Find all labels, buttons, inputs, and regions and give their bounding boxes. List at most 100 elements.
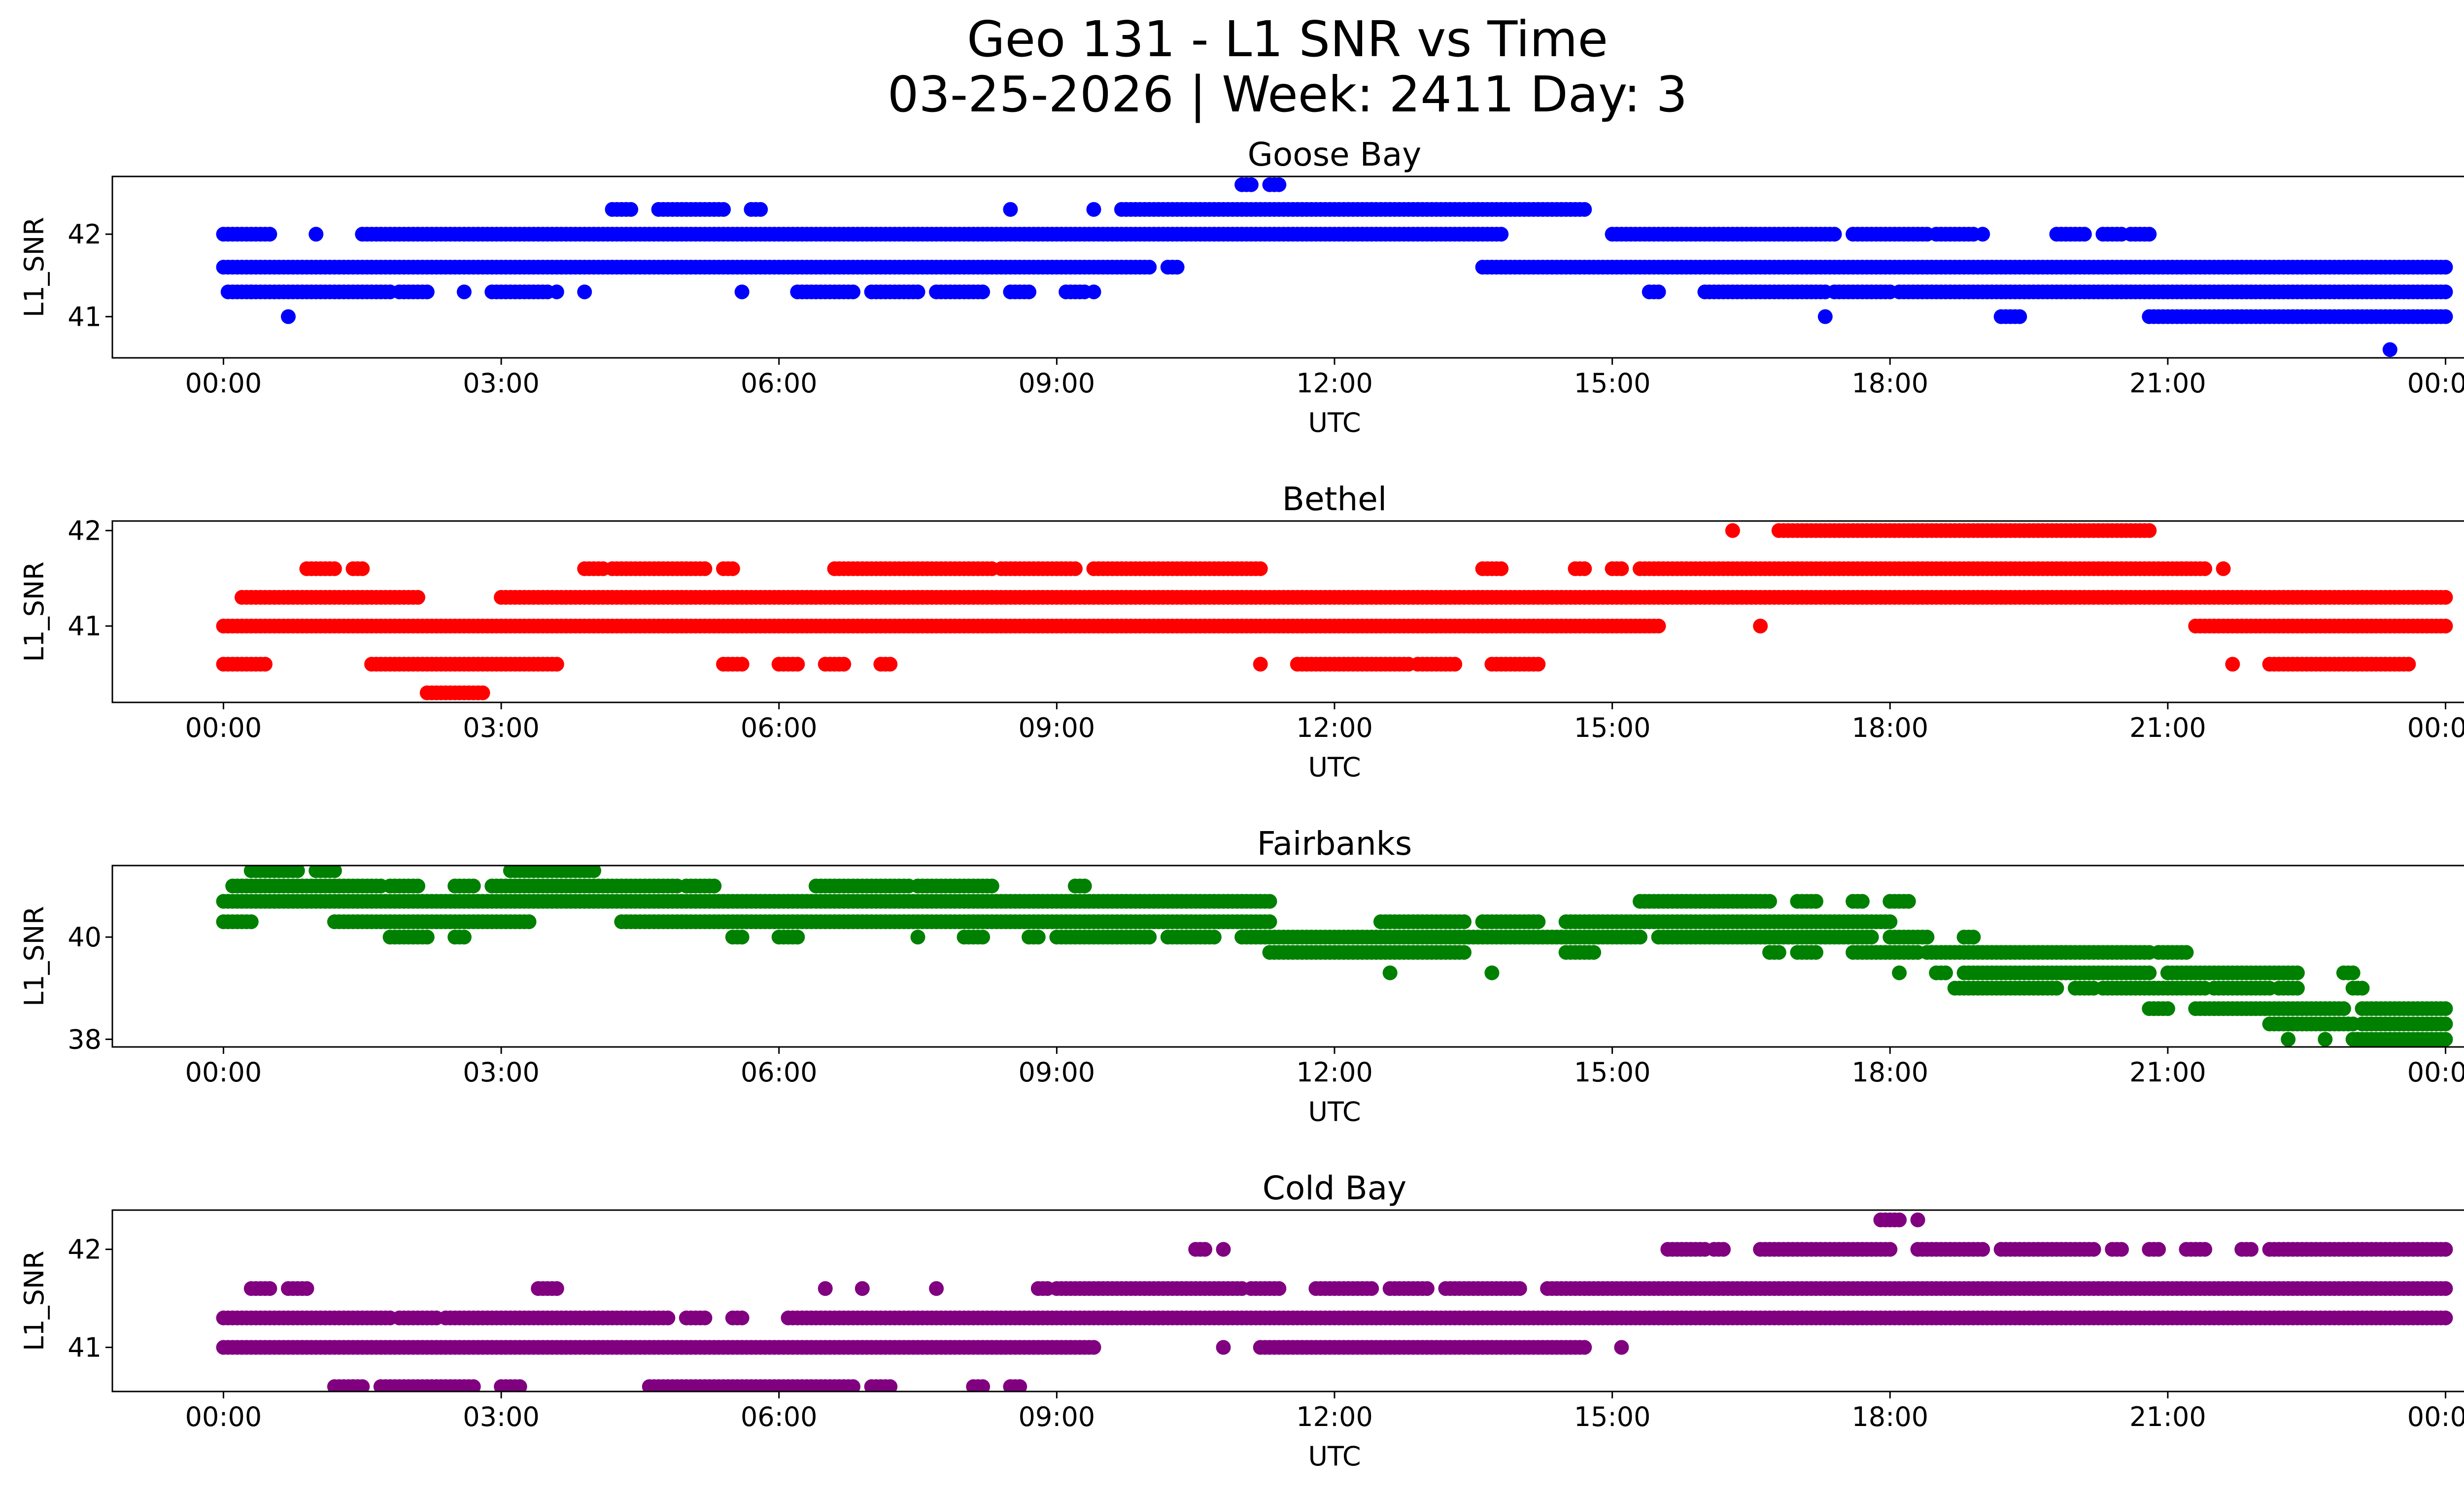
y-tick-label: 38 <box>68 1024 102 1055</box>
data-point <box>1086 1340 1101 1355</box>
data-point <box>1614 1340 1629 1355</box>
data-point <box>2160 1001 2175 1016</box>
x-tick-label: 00:00 <box>185 712 262 743</box>
x-tick-label: 00:00 <box>2407 712 2464 743</box>
data-point <box>910 284 925 300</box>
data-point <box>2179 945 2194 960</box>
x-tick-label: 21:00 <box>2129 1057 2206 1088</box>
data-point <box>1531 657 1546 672</box>
data-point <box>1753 619 1768 634</box>
data-point <box>1725 523 1740 538</box>
y-tick-label: 42 <box>68 219 102 250</box>
data-point <box>2216 561 2231 576</box>
data-point <box>790 657 805 672</box>
data-point <box>262 227 277 242</box>
data-point <box>1531 914 1546 929</box>
x-tick-label: 12:00 <box>1296 712 1373 743</box>
data-point <box>2142 965 2157 980</box>
data-point <box>456 930 472 945</box>
data-point <box>1364 1281 1379 1296</box>
data-point <box>1382 965 1398 980</box>
data-point <box>1253 561 1268 576</box>
x-tick-label: 18:00 <box>1851 712 1928 743</box>
data-point <box>1771 945 1786 960</box>
data-point <box>1577 561 1592 576</box>
data-point <box>1651 619 1666 634</box>
data-point <box>2438 1032 2453 1047</box>
x-tick-label: 00:00 <box>185 1057 262 1088</box>
x-tick-label: 18:00 <box>1851 368 1928 399</box>
data-point <box>475 685 490 700</box>
data-point <box>1827 227 1842 242</box>
data-point <box>2438 309 2453 324</box>
data-point <box>1216 1340 1231 1355</box>
data-point <box>2225 657 2240 672</box>
y-axis-label: L1_SNR <box>19 561 50 662</box>
data-point <box>2438 590 2453 605</box>
data-point <box>419 284 435 300</box>
data-point <box>1577 1340 1592 1355</box>
data-point <box>2438 1016 2453 1032</box>
data-point <box>2049 980 2064 996</box>
data-point <box>577 284 592 300</box>
data-point <box>734 1310 750 1325</box>
data-point <box>855 1281 870 1296</box>
data-point <box>2438 284 2453 300</box>
data-point <box>846 284 860 300</box>
data-point <box>2281 1032 2296 1047</box>
data-point <box>1169 260 1185 275</box>
data-point <box>243 914 259 929</box>
data-point <box>2336 1001 2351 1016</box>
data-point <box>2401 657 2416 672</box>
data-point <box>2318 1032 2333 1047</box>
data-point <box>1854 894 1870 909</box>
subplot-title: Cold Bay <box>1263 1169 1406 1207</box>
data-point <box>1864 930 1879 945</box>
data-point <box>1003 202 1018 217</box>
data-point <box>299 1281 314 1296</box>
scatter-series <box>216 177 2453 357</box>
data-point <box>1817 309 1833 324</box>
subplot-title: Bethel <box>1282 480 1387 518</box>
data-point <box>2438 1310 2453 1325</box>
x-tick-label: 00:00 <box>2407 368 2464 399</box>
data-point <box>2142 523 2157 538</box>
x-tick-label: 21:00 <box>2129 712 2206 743</box>
x-tick-label: 21:00 <box>2129 368 2206 399</box>
data-point <box>1142 260 1157 275</box>
data-point <box>411 590 425 605</box>
x-axis-label: UTC <box>1308 1096 1361 1127</box>
data-point <box>1457 945 1472 960</box>
data-point <box>790 930 805 945</box>
data-point <box>725 561 740 576</box>
data-point <box>411 878 425 894</box>
data-point <box>1494 227 1509 242</box>
data-point <box>984 878 999 894</box>
x-axis-label: UTC <box>1308 407 1361 438</box>
data-point <box>549 657 564 672</box>
data-point <box>1762 894 1777 909</box>
data-point <box>623 202 639 217</box>
data-point <box>975 284 991 300</box>
figure-subtitle: 03-25-2026 | Week: 2411 Day: 3 <box>887 66 1688 123</box>
data-point <box>1022 284 1036 300</box>
x-tick-label: 09:00 <box>1019 1057 1095 1088</box>
x-tick-label: 06:00 <box>741 368 818 399</box>
data-point <box>1512 1281 1527 1296</box>
data-point <box>910 930 925 945</box>
x-tick-label: 03:00 <box>463 1057 540 1088</box>
x-tick-label: 15:00 <box>1574 368 1651 399</box>
data-point <box>1484 965 1500 980</box>
scatter-series <box>216 1212 2453 1391</box>
data-point <box>1975 227 1990 242</box>
data-point <box>2382 342 2397 357</box>
data-point <box>1901 894 1916 909</box>
y-tick-label: 41 <box>68 301 102 332</box>
y-axis-label: L1_SNR <box>19 906 50 1007</box>
data-point <box>2438 1001 2453 1016</box>
x-tick-label: 09:00 <box>1019 368 1095 399</box>
x-tick-label: 06:00 <box>741 712 818 743</box>
